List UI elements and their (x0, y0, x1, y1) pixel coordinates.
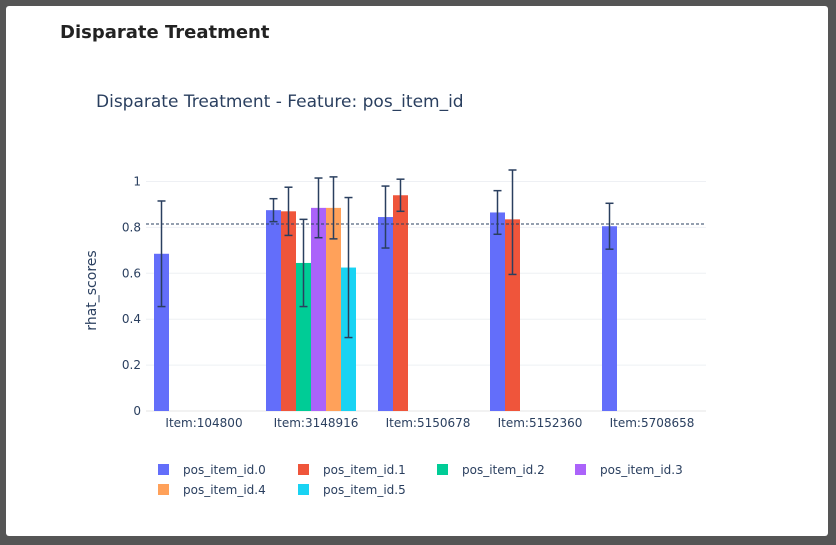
legend-swatch (158, 464, 169, 475)
legend-item[interactable]: pos_item_id.1 (298, 463, 406, 477)
x-tick-label: Item:3148916 (274, 416, 359, 430)
legend-item[interactable]: pos_item_id.3 (575, 463, 683, 477)
legend-item[interactable]: pos_item_id.4 (158, 483, 266, 497)
legend-label: pos_item_id.5 (323, 483, 406, 497)
legend[interactable]: pos_item_id.0 pos_item_id.1 pos_item_id.2 p… (158, 463, 683, 497)
plot-title: Disparate Treatment - Feature: pos_item_… (96, 92, 464, 112)
y-axis-label: rhat_scores (84, 250, 100, 330)
x-tick-label: Item:5152360 (498, 416, 583, 430)
bar[interactable] (296, 262, 311, 411)
bars-group (154, 195, 617, 411)
bar[interactable] (341, 267, 356, 411)
legend-swatch (298, 484, 309, 495)
legend-swatch (298, 464, 309, 475)
error-bars-group (157, 169, 614, 339)
x-axis-ticks: Item:104800 Item:3148916 Item:5150678 Item:… (165, 416, 694, 430)
legend-label: pos_item_id.0 (183, 463, 266, 477)
bar[interactable] (378, 217, 393, 411)
bar[interactable] (154, 253, 169, 411)
grid-lines (146, 180, 706, 412)
x-tick-label: Item:5150678 (386, 416, 471, 430)
x-tick-label: Item:104800 (165, 416, 242, 430)
bar[interactable] (490, 212, 505, 411)
chart-card: Disparate Treatment Disparate Treatment … (6, 6, 828, 536)
legend-swatch (158, 484, 169, 495)
y-tick-label: 0.8 (122, 220, 141, 234)
bar[interactable] (266, 210, 281, 411)
legend-label: pos_item_id.4 (183, 483, 266, 497)
bar[interactable] (393, 195, 408, 411)
y-tick-label: 0.6 (122, 266, 141, 280)
bar[interactable] (505, 219, 520, 411)
legend-swatch (437, 464, 448, 475)
disparate-treatment-chart: Disparate Treatment - Feature: pos_item_… (84, 92, 706, 497)
legend-item[interactable]: pos_item_id.0 (158, 463, 266, 477)
legend-swatch (575, 464, 586, 475)
card-title: Disparate Treatment (60, 22, 270, 43)
y-tick-label: 0.4 (122, 312, 141, 326)
legend-item[interactable]: pos_item_id.2 (437, 463, 545, 477)
bar[interactable] (602, 226, 617, 411)
bar[interactable] (311, 207, 326, 411)
y-tick-label: 0.2 (122, 358, 141, 372)
x-tick-label: Item:5708658 (610, 416, 695, 430)
bar[interactable] (326, 207, 341, 411)
legend-label: pos_item_id.2 (462, 463, 545, 477)
legend-label: pos_item_id.1 (323, 463, 406, 477)
bar[interactable] (281, 211, 296, 411)
legend-item[interactable]: pos_item_id.5 (298, 483, 406, 497)
y-axis-ticks: 0 0.2 0.4 0.6 0.8 1 (122, 174, 141, 418)
y-tick-label: 0 (133, 404, 141, 418)
legend-label: pos_item_id.3 (600, 463, 683, 477)
y-tick-label: 1 (133, 174, 141, 188)
